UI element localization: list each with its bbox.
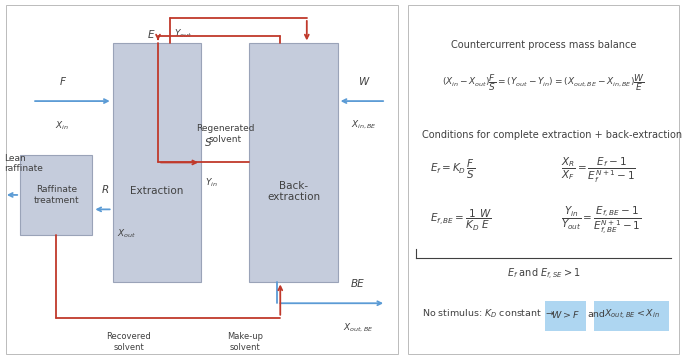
Text: $X_{in,BE}$: $X_{in,BE}$ xyxy=(351,119,377,131)
Text: Conditions for complete extraction + back-extraction: Conditions for complete extraction + bac… xyxy=(422,130,682,140)
Text: $Y_{in}$: $Y_{in}$ xyxy=(205,177,218,190)
Text: BE: BE xyxy=(351,279,364,289)
FancyBboxPatch shape xyxy=(595,301,669,331)
Text: Make-up
solvent: Make-up solvent xyxy=(227,332,263,352)
Text: Back-
extraction: Back- extraction xyxy=(267,180,320,202)
Text: E: E xyxy=(147,30,154,40)
Text: F: F xyxy=(60,77,65,87)
Text: $E_f = K_D\,\dfrac{F}{S}$: $E_f = K_D\,\dfrac{F}{S}$ xyxy=(430,158,475,181)
Text: $Y_{out}$: $Y_{out}$ xyxy=(174,27,192,40)
Text: $W > F$: $W > F$ xyxy=(551,309,580,319)
Text: Lean
raffinate: Lean raffinate xyxy=(4,154,43,173)
Text: S: S xyxy=(205,138,212,148)
Text: $X_{out,BE}$: $X_{out,BE}$ xyxy=(342,321,373,334)
Text: $E_{f,BE} = \dfrac{1}{K_D}\dfrac{W}{E}$: $E_{f,BE} = \dfrac{1}{K_D}\dfrac{W}{E}$ xyxy=(430,208,493,233)
Bar xyxy=(249,43,338,282)
Text: Regenerated
solvent: Regenerated solvent xyxy=(196,123,254,144)
Bar xyxy=(20,155,92,235)
Text: $X_{in}$: $X_{in}$ xyxy=(55,119,69,132)
Text: $\dfrac{X_R}{X_F} = \dfrac{E_f - 1}{E_f^{N+1} - 1}$: $\dfrac{X_R}{X_F} = \dfrac{E_f - 1}{E_f^… xyxy=(560,155,636,184)
Text: $\dfrac{Y_{in}}{Y_{out}} = \dfrac{E_{f,BE} - 1}{E_{f,BE}^{N+1} - 1}$: $\dfrac{Y_{in}}{Y_{out}} = \dfrac{E_{f,B… xyxy=(560,204,641,236)
Text: $E_f$ and $E_{f,SE} > 1$: $E_f$ and $E_{f,SE} > 1$ xyxy=(507,267,580,282)
Text: W: W xyxy=(359,77,369,87)
Text: Recovered
solvent: Recovered solvent xyxy=(106,332,151,352)
Text: R: R xyxy=(101,185,108,195)
Text: Extraction: Extraction xyxy=(130,186,184,196)
Bar xyxy=(112,43,201,282)
Text: Countercurrent process mass balance: Countercurrent process mass balance xyxy=(451,40,636,50)
Text: $X_{out,BE} < X_{in}$: $X_{out,BE} < X_{in}$ xyxy=(603,307,660,321)
Text: Raffinate
treatment: Raffinate treatment xyxy=(34,185,79,205)
Text: $(X_{in} - X_{out})\dfrac{F}{S} = (Y_{out} - Y_{in}) = (X_{out,BE} - X_{in,BE})\: $(X_{in} - X_{out})\dfrac{F}{S} = (Y_{ou… xyxy=(443,73,645,93)
Text: and: and xyxy=(588,310,606,318)
FancyBboxPatch shape xyxy=(545,301,586,331)
Text: No stimulus: $K_D$ constant $\rightarrow$: No stimulus: $K_D$ constant $\rightarrow… xyxy=(422,308,557,320)
Text: $X_{out}$: $X_{out}$ xyxy=(116,227,136,240)
